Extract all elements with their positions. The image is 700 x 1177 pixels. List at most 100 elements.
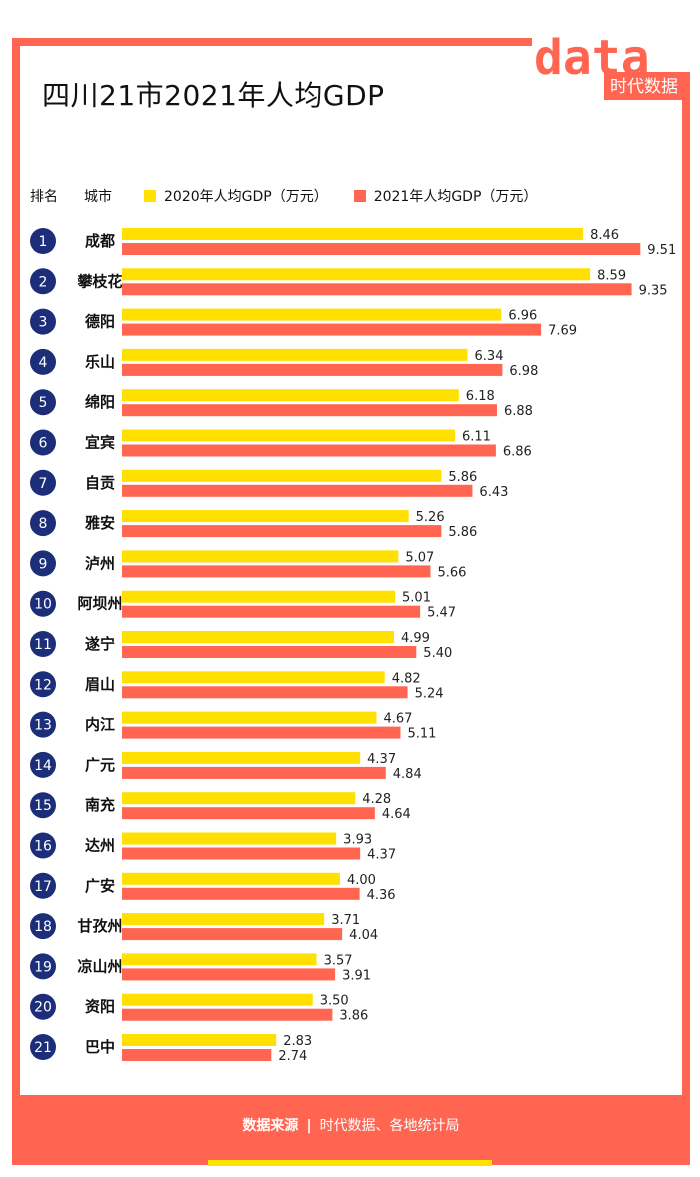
bar-2020 [122, 913, 325, 926]
city-label: 乐山 [85, 353, 115, 371]
value-label-2020: 6.34 [475, 349, 504, 364]
rank-badge [30, 751, 56, 778]
value-label-2021: 3.86 [339, 1009, 368, 1024]
bar-2020 [122, 1034, 277, 1046]
value-label-2021: 5.24 [415, 686, 444, 701]
page-title: 四川21市2021年人均GDP [42, 79, 385, 112]
bar-2021 [122, 1008, 333, 1021]
bar-2021 [122, 1049, 272, 1061]
bar-2021 [122, 847, 361, 860]
value-label-2020: 3.93 [343, 833, 372, 848]
bar-2020 [122, 550, 399, 563]
legend-swatch-2021 [353, 190, 366, 202]
rank-label: 9 [39, 556, 48, 572]
rank-label: 16 [34, 839, 52, 855]
bar-2020 [122, 953, 317, 966]
bar-2020 [122, 510, 409, 523]
rank-label: 14 [34, 758, 52, 774]
rank-badge [30, 510, 56, 537]
bar-2020 [122, 993, 313, 1006]
bar-2020 [122, 751, 361, 764]
bar-2021 [122, 766, 386, 779]
city-label: 遂宁 [85, 635, 115, 653]
value-label-2021: 5.66 [437, 565, 466, 580]
value-label-2020: 2.83 [283, 1034, 312, 1049]
value-label-2021: 5.11 [407, 727, 436, 742]
bar-2021 [122, 726, 401, 739]
bar-2020 [122, 308, 502, 321]
rank-label: 4 [39, 355, 48, 371]
rank-badge [30, 832, 56, 859]
rank-label: 20 [34, 1000, 52, 1016]
value-label-2021: 2.74 [278, 1049, 307, 1064]
rank-badge [30, 872, 56, 899]
bar-2020 [122, 631, 394, 643]
legend-2021: 2021年人均GDP（万元） [353, 189, 537, 205]
rank-label: 12 [34, 677, 52, 693]
value-label-2020: 4.67 [384, 712, 413, 727]
rank-badge [30, 792, 56, 819]
value-label-2021: 5.86 [448, 525, 477, 540]
value-label-2021: 3.91 [342, 968, 371, 983]
logo-tag-bg [604, 72, 690, 100]
bar-2021 [122, 323, 542, 336]
value-label-2020: 6.96 [508, 309, 537, 324]
bar-2020 [122, 872, 340, 885]
bar-2021 [122, 525, 442, 538]
bar-2021 [122, 565, 431, 578]
bar-2021 [122, 686, 408, 699]
bar-2021 [122, 646, 417, 658]
value-label-2020: 5.86 [448, 470, 477, 485]
rank-badge [30, 711, 56, 738]
value-label-2020: 4.37 [367, 752, 396, 767]
value-label-2020: 3.50 [320, 994, 349, 1009]
value-label-2020: 5.07 [405, 550, 434, 565]
bar-2020 [122, 590, 396, 603]
bar-2020 [122, 711, 377, 724]
value-label-2020: 4.82 [392, 671, 421, 686]
city-label: 眉山 [85, 675, 115, 693]
value-label-2021: 9.35 [639, 283, 668, 298]
rank-badge [30, 550, 56, 577]
bar-2021 [122, 283, 632, 296]
rank-badge [30, 469, 56, 496]
city-label: 绵阳 [85, 393, 115, 411]
rank-badge [30, 993, 56, 1020]
rank-badge [30, 228, 56, 254]
bar-2020 [122, 429, 455, 442]
rank-label: 21 [34, 1040, 52, 1056]
legend-label-2020: 2020年人均GDP（万元） [164, 189, 328, 205]
rank-label: 13 [34, 718, 52, 734]
value-label-2021: 4.64 [382, 807, 411, 822]
bar-2020 [122, 348, 468, 361]
value-label-2021: 7.69 [548, 324, 577, 339]
bar-2021 [122, 968, 336, 981]
header-city: 城市 [84, 189, 112, 205]
rank-badge [30, 631, 56, 657]
bar-2021 [122, 928, 343, 941]
bar-2020 [122, 832, 337, 845]
bar-2020 [122, 389, 459, 402]
city-label: 雅安 [84, 514, 115, 532]
rank-label: 17 [34, 879, 52, 895]
frame-left [12, 38, 20, 1098]
rank-label: 3 [39, 315, 48, 331]
rank-badge [30, 1034, 56, 1060]
bar-chart: 1 成都 8.46 9.51 2 攀枝花 8.59 9.35 3 德阳 6.96 7.69 4 乐山 6.3… [30, 228, 676, 1064]
value-label-2021: 4.04 [349, 928, 378, 943]
rank-label: 18 [34, 919, 52, 935]
city-label: 达州 [85, 837, 115, 855]
legend-swatch-2020 [144, 190, 156, 202]
value-label-2020: 4.28 [362, 792, 391, 807]
value-label-2021: 6.43 [479, 485, 508, 500]
rank-badge [30, 913, 56, 940]
rank-badge [30, 429, 56, 456]
value-label-2021: 6.88 [504, 404, 533, 419]
value-label-2020: 6.11 [462, 430, 491, 445]
city-label: 内江 [85, 716, 115, 734]
bar-2021 [122, 484, 473, 497]
bar-2021 [122, 444, 496, 457]
rank-badge [30, 348, 56, 375]
rank-label: 1 [39, 234, 48, 250]
city-label: 巴中 [85, 1038, 115, 1056]
